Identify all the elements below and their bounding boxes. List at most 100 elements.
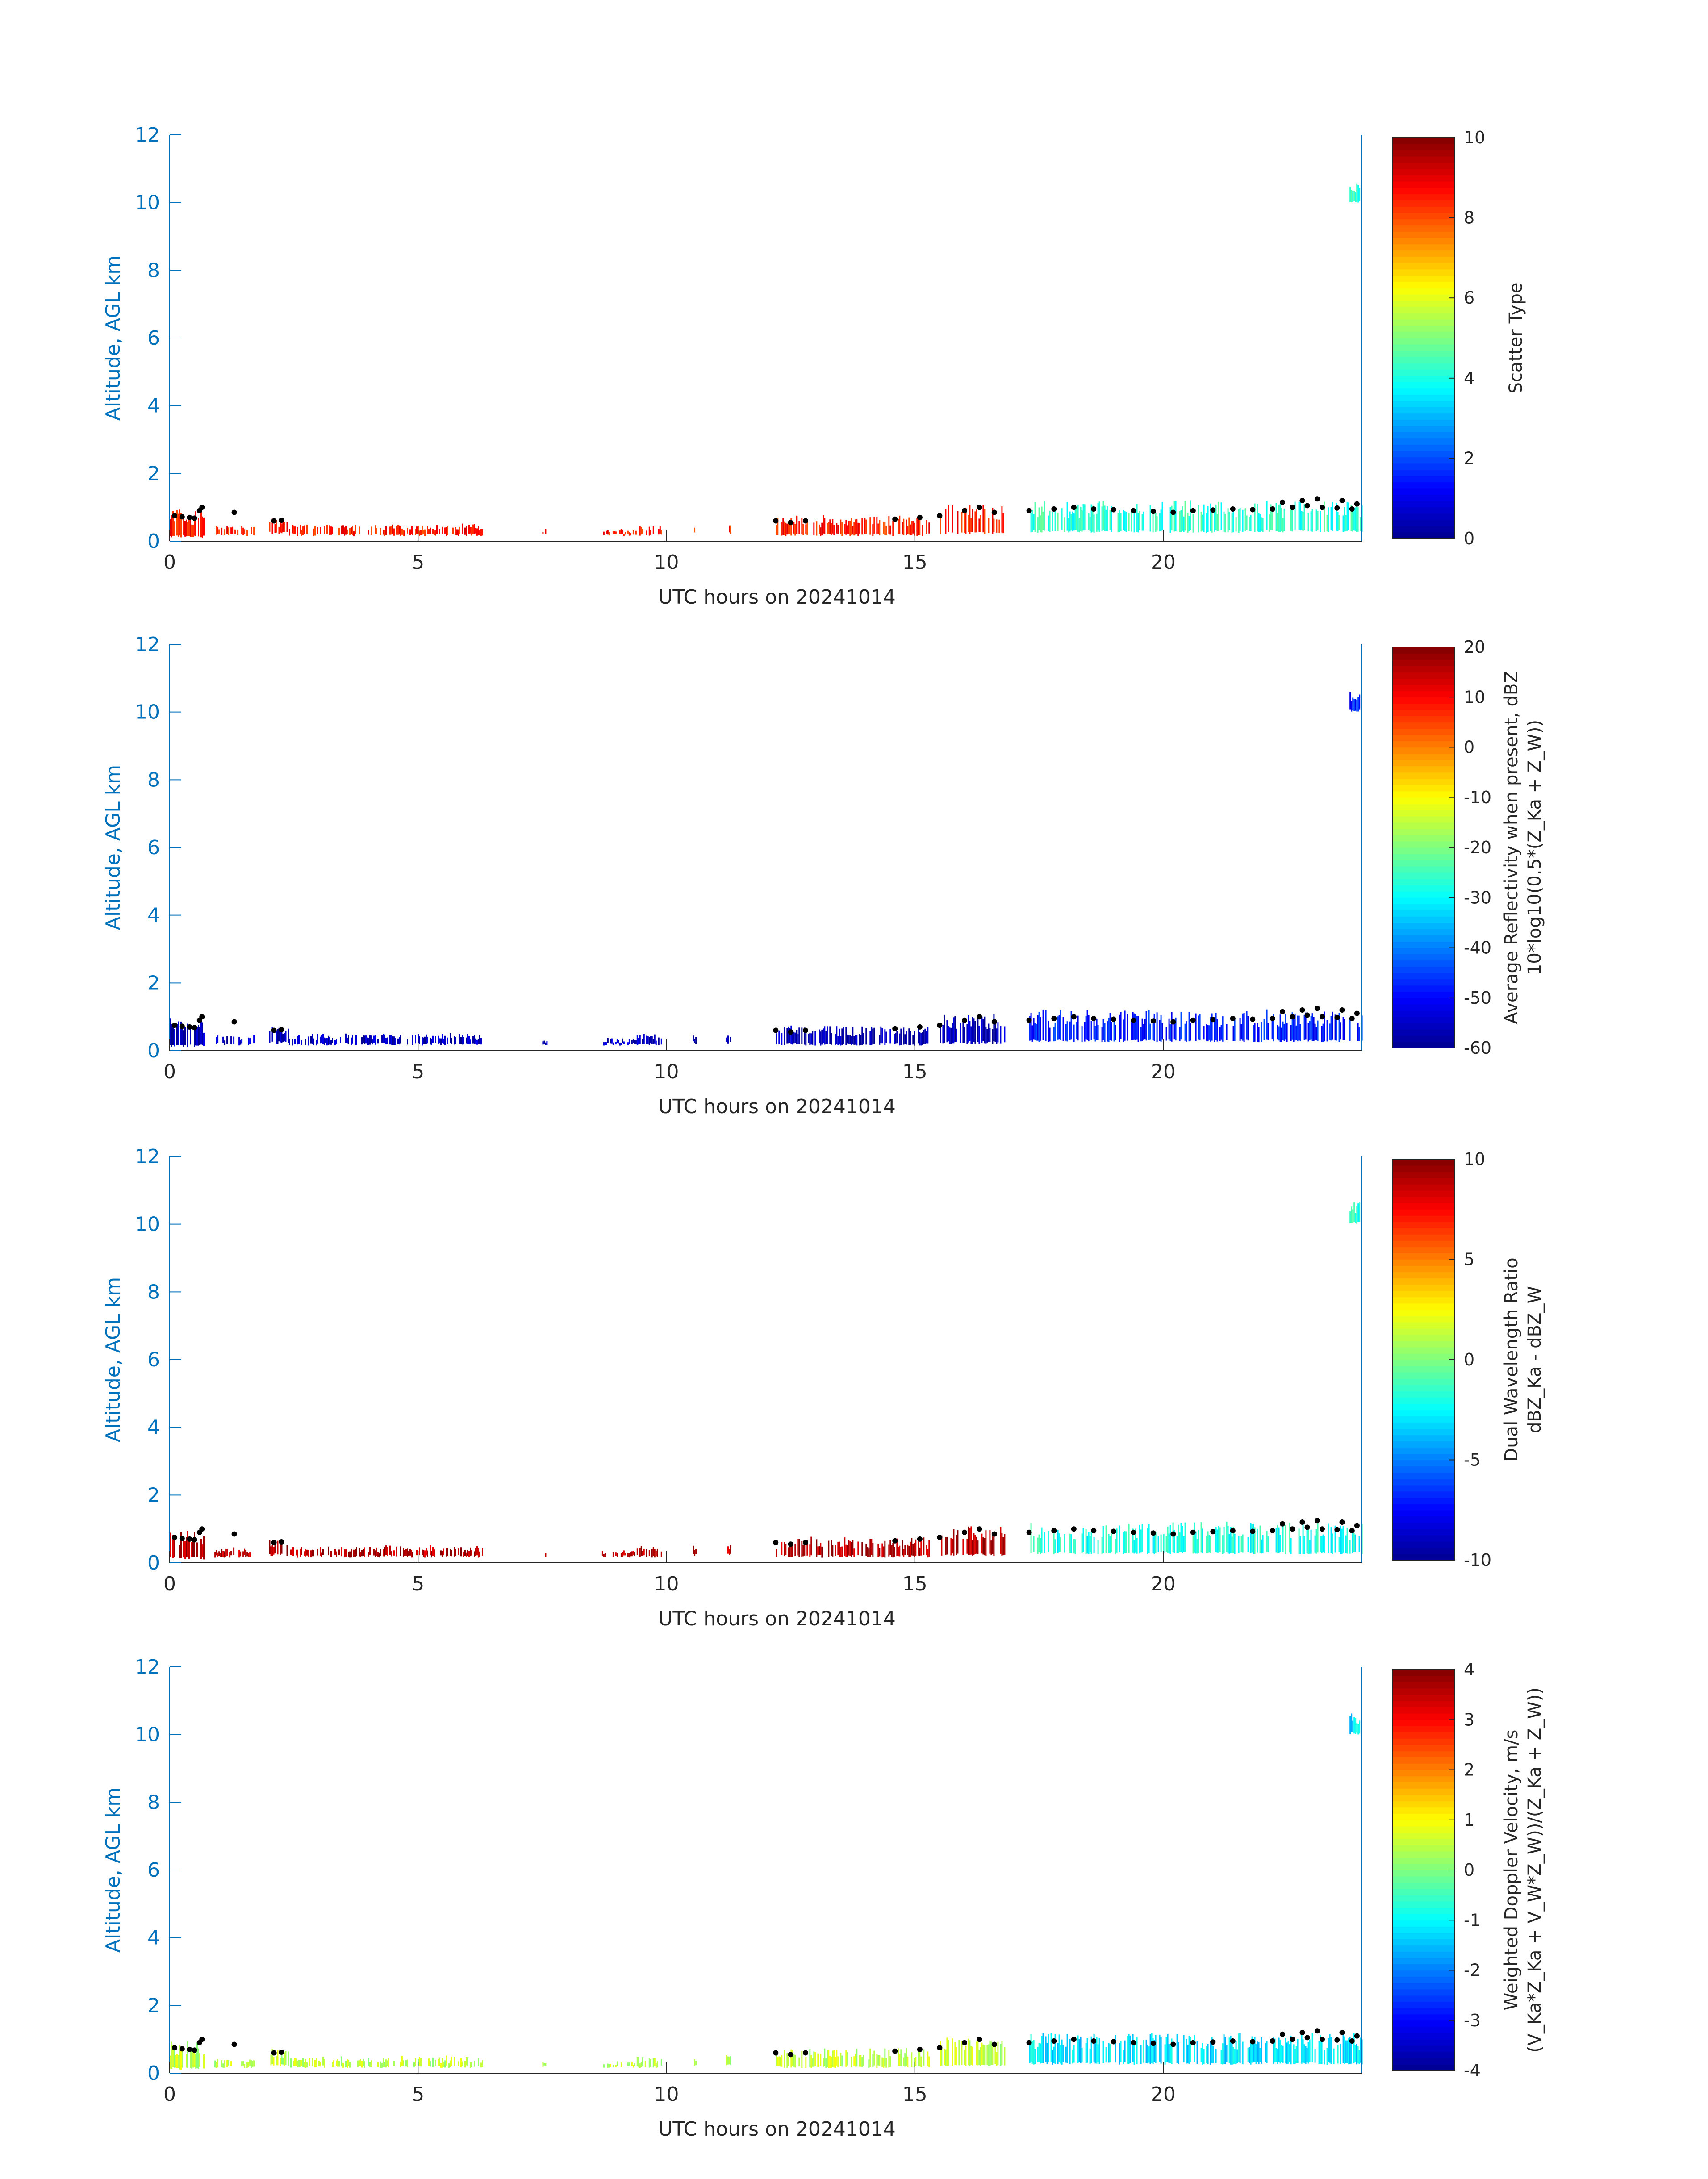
echo-streak	[1219, 1527, 1221, 1552]
x-axis-label: UTC hours on 20241014	[658, 2118, 896, 2141]
echo-streak	[777, 2057, 779, 2066]
echo-streak	[1200, 1522, 1202, 1553]
echo-streak	[889, 525, 891, 535]
echo-streak	[976, 509, 977, 533]
echo-streak	[821, 1029, 823, 1045]
echo-streak	[964, 1027, 965, 1043]
echo-streak	[1089, 1536, 1091, 1552]
colorbar-swatch	[1392, 1385, 1455, 1391]
echo-streak	[611, 1038, 613, 1044]
echo-streak	[1111, 1022, 1112, 1041]
echo-streak	[1328, 1523, 1329, 1553]
echo-streak	[470, 1039, 471, 1044]
echo-streak	[404, 1550, 405, 1556]
echo-streak	[190, 2049, 191, 2068]
echo-streak	[918, 1028, 919, 1044]
echo-streak	[1093, 514, 1095, 533]
echo-streak	[1349, 692, 1351, 710]
colorbar-label: Average Reflectivity when present, dBZ	[1501, 671, 1522, 1024]
echo-streak	[222, 2063, 224, 2068]
echo-streak	[1074, 1539, 1076, 1554]
echo-streak	[230, 1551, 232, 1556]
cloud-base-marker	[1250, 507, 1256, 513]
echo-streak	[316, 2058, 317, 2067]
echo-streak	[915, 1539, 917, 1556]
echo-streak	[470, 527, 471, 534]
echo-streak	[820, 527, 822, 536]
echo-streak	[627, 530, 629, 534]
echo-streak	[1358, 2050, 1360, 2064]
echo-streak	[325, 1038, 326, 1043]
cloud-base-marker	[1170, 2041, 1176, 2047]
echo-streak	[833, 525, 835, 535]
colorbar-swatch	[1392, 1738, 1455, 1745]
cloud-base-marker	[1339, 1007, 1345, 1013]
echo-streak	[988, 2044, 990, 2066]
colorbar-swatch	[1392, 904, 1455, 910]
echo-streak	[847, 525, 848, 534]
echo-streak	[1069, 1021, 1071, 1040]
cloud-base-markers	[172, 1006, 1360, 1035]
echo-streak	[455, 1549, 456, 1556]
echo-streak	[1223, 1527, 1225, 1553]
echo-streak	[172, 2045, 174, 2067]
colorbar-swatch	[1392, 206, 1455, 213]
colorbar-swatch	[1392, 929, 1455, 936]
echo-streak	[1303, 2044, 1305, 2063]
echo-streak	[195, 2054, 196, 2069]
colorbar-swatch	[1392, 1447, 1455, 1454]
echo-streak	[1357, 185, 1359, 203]
echo-streak	[1240, 1024, 1242, 1040]
echo-streak	[389, 1035, 391, 1045]
echo-streak	[273, 1547, 275, 1555]
echo-streak	[974, 1021, 976, 1044]
echo-streak	[949, 1027, 951, 1044]
echo-streak	[1277, 1525, 1278, 1554]
echo-streak	[646, 1549, 647, 1557]
cloud-base-marker	[1280, 2031, 1285, 2037]
echo-streak	[853, 1036, 855, 1045]
cloud-base-marker	[1339, 2030, 1345, 2035]
echo-streak	[970, 2046, 972, 2065]
echo-streak	[447, 1037, 448, 1044]
echo-streak	[1102, 2041, 1104, 2063]
echo-streak	[998, 519, 1000, 533]
echo-streak	[440, 2063, 442, 2068]
echo-streak	[200, 511, 202, 538]
echo-streak	[853, 1548, 855, 1557]
colorbar-label: dBZ_Ka - dBZ_W	[1524, 1286, 1545, 1433]
echo-streak	[730, 2056, 731, 2065]
echo-streak	[1074, 505, 1076, 530]
colorbar-swatch	[1392, 1801, 1455, 1808]
colorbar-swatch	[1392, 1682, 1455, 1689]
colorbar-swatch	[1392, 1688, 1455, 1695]
echo-streak	[956, 1535, 957, 1555]
colorbar-swatch	[1392, 1782, 1455, 1789]
echo-streak	[903, 518, 905, 535]
echo-streak	[226, 526, 228, 534]
cloud-base-marker	[1280, 499, 1285, 505]
echo-streak	[922, 525, 923, 536]
echo-streak	[839, 1541, 840, 1557]
echo-streak	[368, 1038, 369, 1045]
echo-streak	[1159, 1020, 1161, 1041]
cloud-base-marker	[1091, 1528, 1097, 1533]
colorbar-swatch	[1392, 1184, 1455, 1191]
colorbar-swatch	[1392, 1334, 1455, 1341]
cloud-base-marker	[1314, 1518, 1320, 1524]
colorbar-swatch	[1392, 294, 1455, 301]
y-tick-label: 6	[147, 327, 160, 350]
echo-streak	[908, 1028, 910, 1045]
echo-streak	[1224, 2037, 1226, 2064]
echo-streak	[1068, 518, 1069, 533]
echo-streak	[426, 1548, 427, 1556]
colorbar-tick-label: -4	[1464, 2061, 1481, 2080]
echo-streak	[179, 509, 180, 536]
echo-streak	[1120, 2041, 1122, 2062]
echo-streak	[423, 1550, 424, 1557]
echo-streak	[904, 2053, 906, 2067]
echo-streak	[221, 527, 223, 535]
echo-streak	[972, 509, 973, 532]
echo-streak	[1004, 1534, 1006, 1555]
echo-streak	[290, 2058, 292, 2068]
